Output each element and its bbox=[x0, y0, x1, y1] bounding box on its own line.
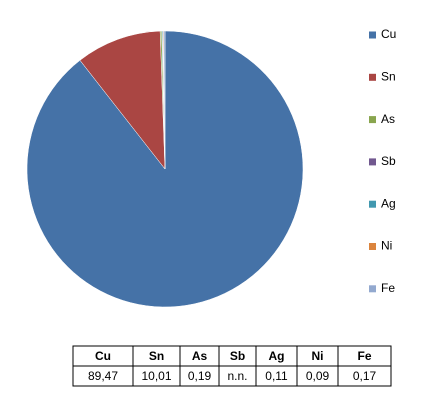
table-value: 10,01 bbox=[141, 369, 171, 383]
table-header: Ag bbox=[269, 349, 285, 363]
table-header: As bbox=[192, 349, 208, 363]
table-header: Fe bbox=[357, 349, 371, 363]
legend-swatch bbox=[369, 116, 376, 124]
legend-label: Cu bbox=[381, 27, 396, 41]
table-value: 89,47 bbox=[88, 369, 118, 383]
legend-swatch bbox=[369, 243, 376, 250]
table-value: 0,11 bbox=[265, 369, 288, 383]
pie-slice bbox=[79, 30, 166, 170]
legend-swatch bbox=[369, 158, 376, 166]
table-header: Sb bbox=[230, 349, 245, 363]
legend-label: As bbox=[381, 112, 395, 126]
legend-label: Sn bbox=[381, 69, 396, 83]
table-value: 0,17 bbox=[353, 369, 377, 383]
pie-slice bbox=[163, 30, 166, 170]
legend-label: Ni bbox=[381, 239, 392, 253]
table-value: 0,09 bbox=[306, 369, 330, 383]
legend-swatch bbox=[369, 285, 376, 293]
legend-label: Ag bbox=[381, 196, 396, 210]
table-value: n.n. bbox=[227, 369, 247, 383]
legend-swatch bbox=[369, 73, 376, 81]
table-header: Cu bbox=[95, 349, 111, 363]
legend-swatch bbox=[369, 200, 376, 208]
legend-swatch bbox=[369, 31, 376, 39]
legend-label: Sb bbox=[381, 154, 396, 168]
legend-label: Fe bbox=[381, 281, 395, 295]
table-header: Ni bbox=[312, 349, 324, 363]
table-header: Sn bbox=[149, 349, 164, 363]
table-value: 0,19 bbox=[188, 369, 212, 383]
